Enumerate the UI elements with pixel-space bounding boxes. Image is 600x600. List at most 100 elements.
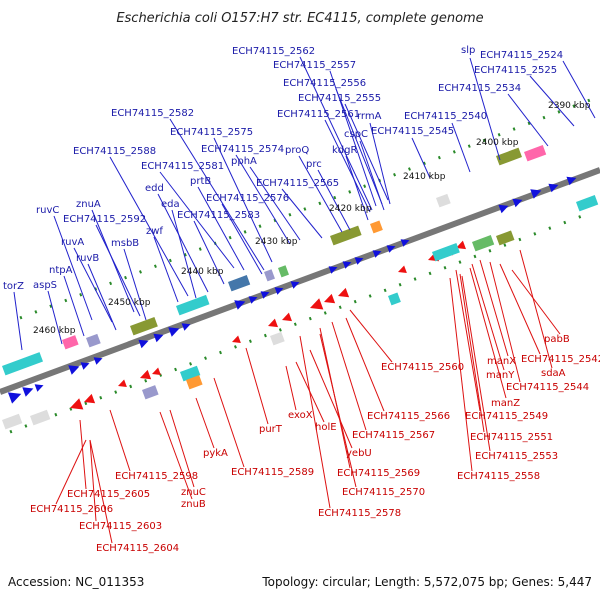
gene-label: ECH74115_2588 <box>73 146 156 157</box>
reverse-gene-arrow <box>152 367 161 375</box>
gene-label: msbB <box>111 238 139 249</box>
leader-line <box>507 93 549 147</box>
gene-label: ECH74115_2557 <box>273 60 356 71</box>
gene-label: ECH74115_2561 <box>277 109 360 120</box>
leader-line <box>455 269 481 412</box>
gene-label: ruvB <box>76 253 99 264</box>
leader-line <box>89 439 113 544</box>
gene-label: prtB <box>190 176 211 187</box>
annotation-block <box>227 275 251 292</box>
leader-line <box>159 171 235 269</box>
leader-line <box>344 103 389 201</box>
gene-label: ECH74115_2570 <box>342 487 425 498</box>
annotation-block <box>270 331 285 346</box>
forward-gene-arrow <box>342 261 352 269</box>
leader-line <box>249 166 301 241</box>
gene-label: ECH74115_2562 <box>232 46 315 57</box>
forward-gene-arrow <box>354 257 364 265</box>
leader-line <box>499 263 541 355</box>
leader-line <box>319 333 357 488</box>
reverse-gene-arrow <box>456 240 467 250</box>
gene-label: cspC <box>344 129 368 140</box>
leader-line <box>519 249 553 369</box>
leader-line <box>469 267 507 399</box>
forward-gene-arrow <box>93 357 103 365</box>
gene-label: torZ <box>3 281 24 292</box>
leader-line <box>87 263 117 331</box>
annotation-block <box>496 230 515 246</box>
forward-gene-arrow <box>372 250 382 258</box>
leader-line <box>159 411 193 500</box>
annotation-block <box>472 235 495 252</box>
leader-line <box>193 220 225 285</box>
leader-line <box>55 439 87 505</box>
annotation-block <box>141 385 159 400</box>
annotation-block <box>496 147 522 166</box>
annotation-block <box>62 335 79 350</box>
gene-label: ECH74115_2604 <box>96 543 179 554</box>
forward-gene-arrow <box>512 198 523 208</box>
annotation-block <box>130 316 158 336</box>
leader-line <box>89 439 97 522</box>
reverse-gene-arrow <box>232 335 241 343</box>
gene-label: ntpA <box>49 265 73 276</box>
annotation-block <box>86 333 101 348</box>
gene-label: holE <box>315 422 337 433</box>
kbp-label: 2410 kbp <box>403 172 446 182</box>
gene-label: ECH74115_2575 <box>170 127 253 138</box>
leader-line <box>511 269 561 335</box>
gene-label: ECH74115_2553 <box>475 451 558 462</box>
leader-line <box>329 70 377 207</box>
leader-line <box>109 409 131 472</box>
leader-line <box>411 137 431 179</box>
gene-label: ECH74115_2598 <box>115 471 198 482</box>
gene-label: ECH74115_2525 <box>474 65 557 76</box>
annotation-block <box>30 409 51 426</box>
reverse-gene-arrow <box>70 398 84 410</box>
gene-label: ECH74115_2556 <box>283 78 366 89</box>
upper-dash-track <box>19 98 591 320</box>
annotation-block <box>278 265 289 278</box>
gene-label: ECH74115_2540 <box>404 111 487 122</box>
gene-label: ECH74115_2565 <box>256 178 339 189</box>
leader-line <box>221 203 263 275</box>
leader-line <box>79 419 87 490</box>
gene-label: manX <box>487 356 516 367</box>
leader-line <box>449 277 473 472</box>
leader-line <box>309 349 353 449</box>
annotation-block <box>186 375 203 390</box>
gene-label: znuA <box>76 199 101 210</box>
forward-gene-arrow <box>566 176 577 186</box>
leader-line <box>331 321 367 431</box>
reverse-gene-arrow <box>398 265 407 273</box>
gene-label: purT <box>259 424 283 435</box>
forward-gene-arrow <box>530 189 542 199</box>
gene-features <box>1 145 599 430</box>
forward-gene-arrow <box>400 239 410 247</box>
reverse-gene-arrow <box>140 369 152 380</box>
annotation-block <box>2 413 23 430</box>
gene-label: znuC <box>181 487 206 498</box>
leader-line <box>169 409 195 488</box>
gene-label: manY <box>486 370 515 381</box>
gene-label: ECH74115_2567 <box>352 430 435 441</box>
forward-gene-arrow <box>138 339 149 349</box>
kbp-label: 2450 kbp <box>108 298 151 308</box>
leader-line <box>461 275 491 452</box>
gene-label: ECH74115_2566 <box>367 411 450 422</box>
reverse-gene-arrow <box>268 318 279 328</box>
leader-line <box>479 259 509 357</box>
gene-label: pphA <box>231 156 257 167</box>
leader-line <box>369 122 391 205</box>
forward-gene-arrow <box>68 365 80 375</box>
gene-label: ECH74115_2558 <box>457 471 540 482</box>
leader-line <box>281 188 323 239</box>
leader-line <box>157 193 209 293</box>
leader-line <box>295 361 325 423</box>
leader-line <box>169 118 265 271</box>
leader-line <box>47 290 63 345</box>
gene-label: edd <box>145 183 164 194</box>
forward-gene-arrow <box>168 327 180 337</box>
kbp-label: 2420 kbp <box>329 204 372 214</box>
annotation-block <box>180 365 201 382</box>
